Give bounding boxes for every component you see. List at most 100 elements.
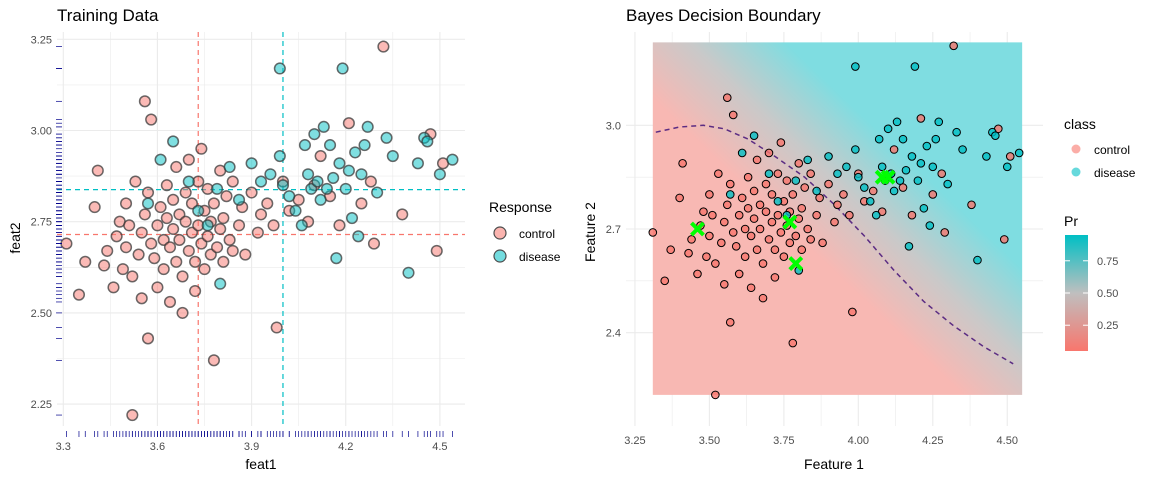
- x-tick-label: 4.25: [922, 435, 943, 447]
- boundary-point-control: [949, 41, 958, 51]
- boundary-point-disease: [898, 134, 908, 144]
- point-control: [88, 201, 101, 214]
- point-disease: [327, 171, 340, 184]
- point-control: [261, 197, 274, 210]
- boundary-point-control: [773, 169, 783, 179]
- x-tick-label: 3.25: [624, 435, 645, 447]
- point-control: [119, 197, 133, 210]
- point-disease: [223, 160, 236, 174]
- legend-label-class-disease: disease: [1094, 166, 1136, 180]
- boundary-point-disease: [874, 134, 884, 144]
- point-control: [220, 190, 233, 203]
- boundary-point-control: [758, 293, 768, 303]
- boundary-point-disease: [928, 162, 938, 172]
- point-control: [198, 263, 211, 276]
- boundary-point-disease: [859, 183, 869, 192]
- boundary-point-control: [749, 186, 759, 196]
- boundary-point-control: [788, 190, 798, 199]
- boundary-point-disease: [973, 255, 982, 265]
- point-disease: [433, 168, 446, 181]
- x-tick-label: 3.6: [150, 441, 165, 453]
- boundary-point-control: [714, 169, 723, 179]
- class-mean-marker: [782, 214, 798, 230]
- x-axis-label-left: feat1: [245, 456, 276, 472]
- y-tick-label: 2.7: [606, 224, 621, 236]
- point-control: [211, 241, 224, 254]
- boundary-point-control: [928, 190, 938, 199]
- boundary-point-control: [717, 238, 726, 248]
- boundary-point-control: [830, 217, 839, 227]
- point-disease: [336, 62, 349, 75]
- boundary-point-control: [776, 138, 786, 147]
- point-control: [342, 117, 355, 130]
- boundary-point-disease: [991, 131, 1000, 140]
- point-control: [145, 113, 158, 126]
- point-disease: [273, 149, 286, 163]
- boundary-point-control: [699, 207, 708, 217]
- point-control: [207, 354, 220, 367]
- point-disease: [411, 157, 424, 170]
- boundary-point-control: [725, 179, 735, 189]
- boundary-point-control: [755, 224, 765, 234]
- point-disease: [276, 179, 290, 192]
- legend-label-control: control: [519, 227, 555, 241]
- boundary-point-control: [761, 179, 771, 189]
- point-control: [126, 270, 139, 283]
- point-disease: [317, 120, 330, 133]
- boundary-point-control: [791, 231, 801, 241]
- point-control: [223, 233, 236, 246]
- boundary-point-control: [737, 193, 747, 203]
- class-mean-marker: [788, 256, 804, 271]
- class-mean-marker: [690, 221, 705, 237]
- boundary-point-disease: [812, 186, 821, 196]
- point-control: [182, 244, 195, 257]
- boundary-point-control: [705, 190, 714, 199]
- x-tick-label: 3.9: [244, 441, 259, 453]
- boundary-point-control: [824, 179, 833, 189]
- boundary-point-disease: [791, 176, 801, 185]
- point-control: [182, 153, 195, 166]
- point-control: [60, 237, 73, 250]
- point-disease: [323, 139, 337, 152]
- point-disease: [380, 131, 393, 144]
- x-tick-label: 4.50: [997, 435, 1018, 447]
- boundary-point-disease: [952, 127, 961, 137]
- point-control: [267, 219, 280, 232]
- point-control: [138, 95, 151, 108]
- boundary-point-disease: [916, 159, 926, 168]
- point-disease: [289, 204, 302, 217]
- boundary-point-disease: [958, 145, 967, 154]
- boundary-point-control: [678, 159, 687, 168]
- boundary-point-disease: [737, 148, 747, 158]
- boundary-point-control: [758, 259, 768, 268]
- legend-title-response: Response: [489, 199, 552, 215]
- point-control: [232, 219, 246, 232]
- boundary-point-disease: [904, 241, 914, 251]
- legend-class: class control disease: [1064, 116, 1136, 180]
- boundary-point-control: [711, 259, 720, 268]
- point-control: [107, 281, 120, 294]
- marker-stroke: [690, 221, 705, 237]
- boundary-point-control: [788, 338, 798, 348]
- boundary-point-disease: [824, 152, 833, 161]
- boundary-point-control: [740, 224, 750, 234]
- point-disease: [214, 277, 227, 290]
- boundary-point-control: [794, 159, 804, 168]
- boundary-point-disease: [883, 124, 893, 134]
- boundary-point-control: [868, 186, 878, 196]
- boundary-point-control: [999, 235, 1009, 244]
- point-control: [214, 222, 227, 236]
- point-disease: [352, 230, 365, 243]
- boundary-point-control: [839, 190, 848, 199]
- boundary-point-control: [731, 241, 741, 251]
- class-mean-markers: [690, 169, 896, 271]
- point-control: [245, 186, 258, 199]
- point-control: [217, 255, 230, 268]
- point-control: [377, 40, 390, 53]
- point-disease: [330, 252, 343, 265]
- x-tick-label: 4.5: [432, 441, 447, 453]
- boundary-point-disease: [773, 197, 783, 206]
- bayes-boundary-panel: Bayes Decision Boundary 3.25 3.50 3.75 4.00…: [582, 6, 1043, 472]
